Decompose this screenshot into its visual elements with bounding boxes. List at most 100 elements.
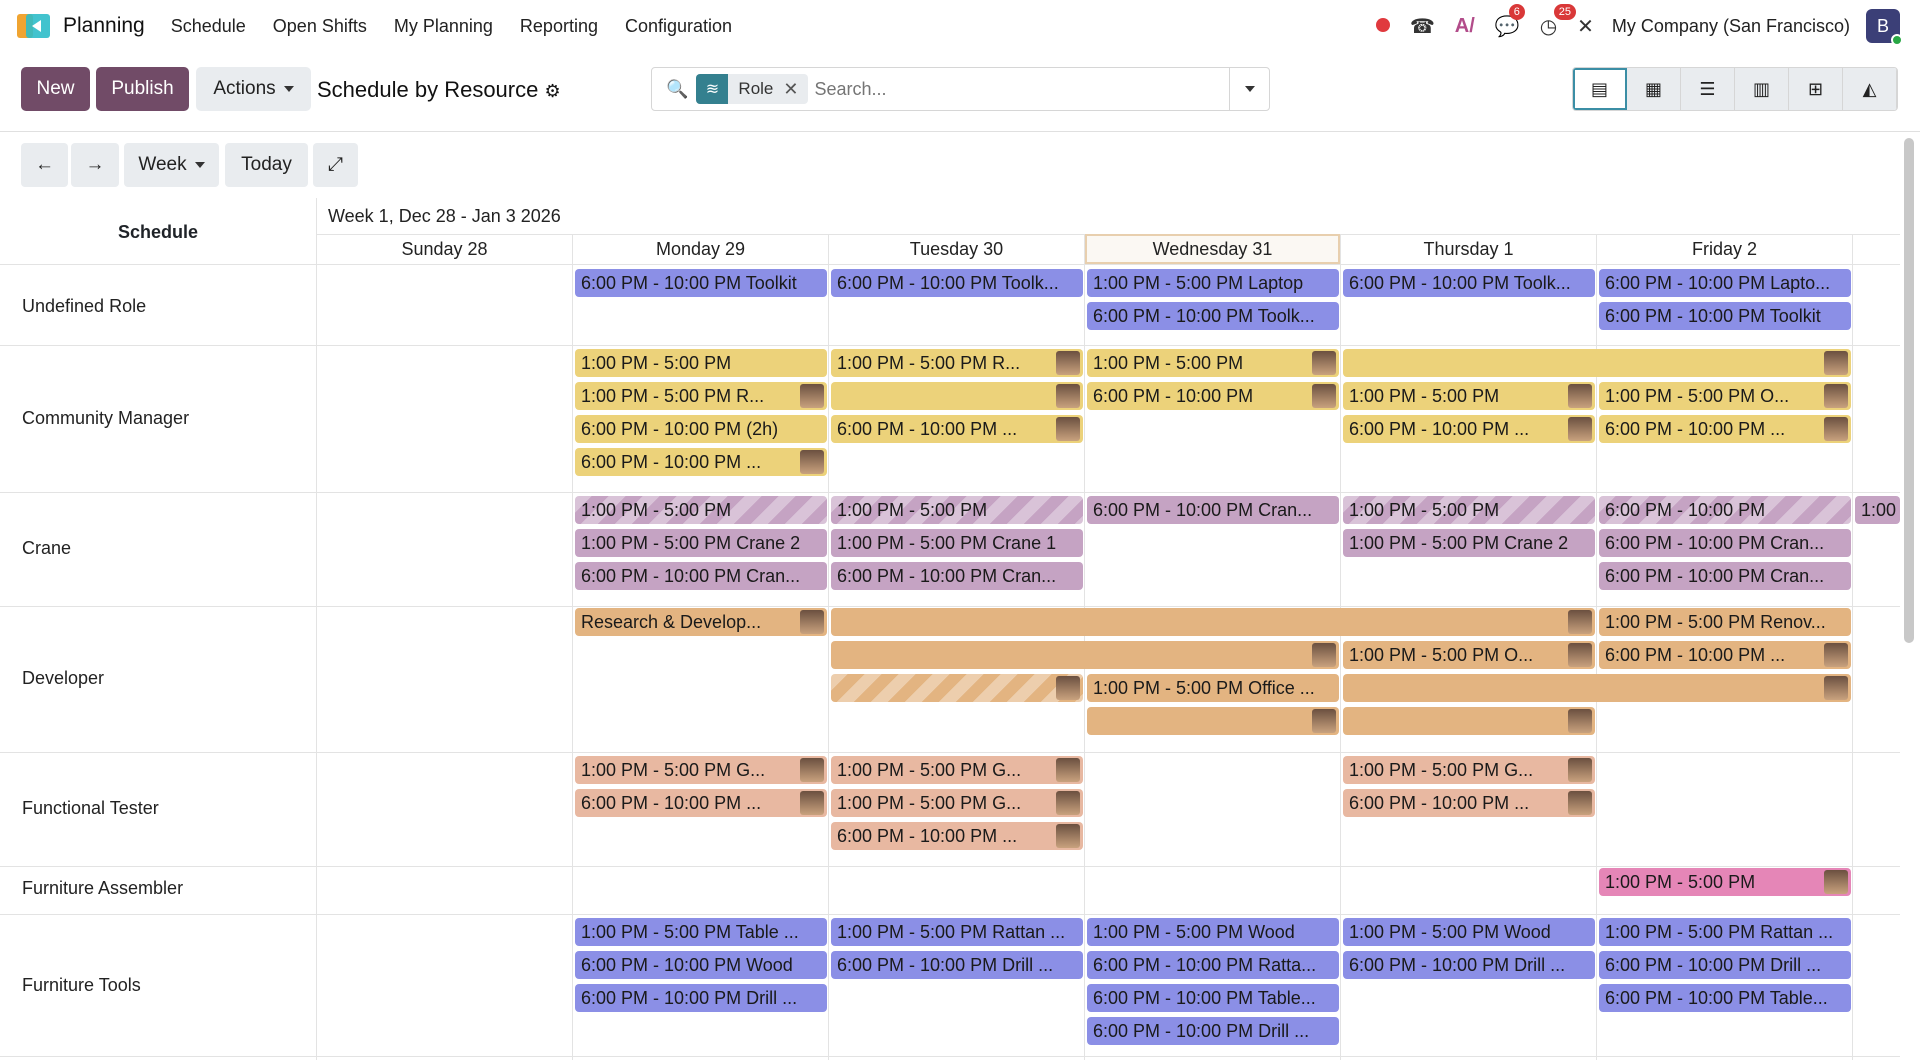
shift-pill[interactable]: 1:00 PM - 5:00 PM Rattan ... [831, 918, 1083, 946]
shift-pill[interactable]: 1:00 PM - 5:00 PM [575, 496, 827, 524]
calendar-view-icon[interactable]: ▦ [1627, 68, 1681, 110]
shift-pill[interactable]: 1:00 PM - 5:00 PM [1087, 349, 1339, 377]
shift-pill[interactable]: 6:00 PM - 10:00 PM Cran... [1599, 529, 1851, 557]
menu-schedule[interactable]: Schedule [170, 15, 246, 36]
gantt-view-icon[interactable]: ▤ [1573, 68, 1627, 110]
record-icon[interactable] [1375, 15, 1390, 38]
shift-pill[interactable]: 6:00 PM - 10:00 PM Cran... [831, 562, 1083, 590]
row-label[interactable]: Undefined Role [22, 296, 147, 316]
shift-pill[interactable] [831, 608, 1595, 636]
shift-pill[interactable]: 1:00 [1855, 496, 1900, 524]
shift-pill[interactable]: 6:00 PM - 10:00 PM Lapto... [1599, 269, 1851, 297]
menu-my-planning[interactable]: My Planning [393, 15, 493, 36]
shift-pill[interactable]: 6:00 PM - 10:00 PM Drill ... [575, 984, 827, 1012]
shift-pill[interactable]: 6:00 PM - 10:00 PM ... [831, 822, 1083, 850]
row-label[interactable]: Community Manager [22, 408, 190, 428]
shift-pill[interactable] [831, 641, 1339, 669]
row-label[interactable]: Developer [22, 668, 105, 688]
shift-pill[interactable]: 1:00 PM - 5:00 PM Wood [1087, 918, 1339, 946]
pivot-view-icon[interactable]: ⊞ [1789, 68, 1843, 110]
search-options-toggle[interactable] [1229, 68, 1269, 110]
shift-pill[interactable]: 6:00 PM - 10:00 PM Toolkit [575, 269, 827, 297]
messages-icon[interactable]: 💬 6 [1495, 3, 1525, 39]
menu-reporting[interactable]: Reporting [519, 15, 598, 36]
shift-pill[interactable]: 6:00 PM - 10:00 PM Drill ... [1343, 951, 1595, 979]
next-button[interactable]: → [71, 143, 119, 187]
shift-pill[interactable] [831, 382, 1083, 410]
shift-pill[interactable]: 1:00 PM - 5:00 PM O... [1343, 641, 1595, 669]
shift-pill[interactable]: 6:00 PM - 10:00 PM Toolk... [1087, 302, 1339, 330]
shift-pill[interactable]: 1:00 PM - 5:00 PM R... [831, 349, 1083, 377]
app-name[interactable]: Planning [63, 14, 145, 37]
today-button[interactable]: Today [225, 143, 308, 187]
shift-pill[interactable]: 1:00 PM - 5:00 PM Laptop [1087, 269, 1339, 297]
tools-icon[interactable]: ✕ [1577, 15, 1594, 38]
row-label[interactable]: Furniture Assembler [22, 878, 184, 898]
phone-icon[interactable]: ☎ [1409, 15, 1435, 38]
shift-pill[interactable]: 6:00 PM - 10:00 PM Toolkit [1599, 302, 1851, 330]
gear-icon[interactable]: ⚙ [544, 81, 561, 101]
shift-pill[interactable]: 6:00 PM - 10:00 PM [1087, 382, 1339, 410]
actions-dropdown[interactable]: Actions [196, 67, 311, 111]
shift-pill[interactable]: 6:00 PM - 10:00 PM Toolk... [1343, 269, 1595, 297]
shift-pill[interactable]: 6:00 PM - 10:00 PM Table... [1599, 984, 1851, 1012]
shift-pill[interactable]: 1:00 PM - 5:00 PM [1599, 868, 1851, 896]
shift-pill[interactable]: 1:00 PM - 5:00 PM Office ... [1087, 674, 1339, 702]
row-label[interactable]: Furniture Tools [22, 975, 141, 995]
shift-pill[interactable]: 6:00 PM - 10:00 PM Cran... [575, 562, 827, 590]
shift-pill[interactable]: 1:00 PM - 5:00 PM [1343, 382, 1595, 410]
shift-pill[interactable]: 1:00 PM - 5:00 PM [1343, 496, 1595, 524]
shift-pill[interactable] [1343, 674, 1851, 702]
shift-pill[interactable]: 1:00 PM - 5:00 PM O... [1599, 382, 1851, 410]
shift-pill[interactable] [1343, 349, 1851, 377]
shift-pill[interactable]: 1:00 PM - 5:00 PM G... [831, 756, 1083, 784]
publish-button[interactable]: Publish [96, 67, 189, 111]
shift-pill[interactable] [1087, 707, 1339, 735]
shift-pill[interactable]: 6:00 PM - 10:00 PM Toolk... [831, 269, 1083, 297]
expand-icon[interactable]: ⤢ [313, 143, 358, 187]
shift-pill[interactable]: 1:00 PM - 5:00 PM [575, 349, 827, 377]
facet-remove-icon[interactable]: ✕ [783, 78, 799, 99]
menu-configuration[interactable]: Configuration [624, 15, 733, 36]
kanban-view-icon[interactable]: ▥ [1735, 68, 1789, 110]
shift-pill[interactable]: 6:00 PM - 10:00 PM Cran... [1087, 496, 1339, 524]
shift-pill[interactable]: 6:00 PM - 10:00 PM [1599, 496, 1851, 524]
shift-pill[interactable]: 6:00 PM - 10:00 PM ... [1599, 415, 1851, 443]
shift-pill[interactable] [1343, 707, 1595, 735]
company-switcher[interactable]: My Company (San Francisco) [1611, 15, 1850, 36]
shift-pill[interactable]: 6:00 PM - 10:00 PM Cran... [1599, 562, 1851, 590]
search-input[interactable] [814, 78, 1205, 100]
shift-pill[interactable]: 1:00 PM - 5:00 PM G... [575, 756, 827, 784]
ai-icon[interactable]: A/ [1454, 14, 1475, 37]
shift-pill[interactable]: 6:00 PM - 10:00 PM Drill ... [1087, 1017, 1339, 1045]
shift-pill[interactable]: 6:00 PM - 10:00 PM Table... [1087, 984, 1339, 1012]
menu-open-shifts[interactable]: Open Shifts [272, 15, 367, 36]
graph-view-icon[interactable]: ◭ [1843, 68, 1897, 110]
row-label[interactable]: Crane [22, 538, 72, 558]
shift-pill[interactable]: 1:00 PM - 5:00 PM Rattan ... [1599, 918, 1851, 946]
shift-pill[interactable] [831, 674, 1083, 702]
previous-button[interactable]: ← [21, 143, 68, 187]
search-icon[interactable]: 🔍 [666, 78, 689, 99]
shift-pill[interactable]: 6:00 PM - 10:00 PM ... [1599, 641, 1851, 669]
vertical-scrollbar[interactable] [1904, 138, 1914, 643]
activities-icon[interactable]: ◷ 25 [1540, 3, 1576, 39]
shift-pill[interactable]: 1:00 PM - 5:00 PM G... [831, 789, 1083, 817]
shift-pill[interactable]: 1:00 PM - 5:00 PM Wood [1343, 918, 1595, 946]
new-button[interactable]: New [21, 67, 90, 111]
shift-pill[interactable]: 1:00 PM - 5:00 PM Table ... [575, 918, 827, 946]
list-view-icon[interactable]: ☰ [1681, 68, 1735, 110]
shift-pill[interactable]: 1:00 PM - 5:00 PM Crane 1 [831, 529, 1083, 557]
shift-pill[interactable]: 6:00 PM - 10:00 PM Drill ... [831, 951, 1083, 979]
shift-pill[interactable]: 1:00 PM - 5:00 PM G... [1343, 756, 1595, 784]
shift-pill[interactable]: 6:00 PM - 10:00 PM ... [1343, 789, 1595, 817]
shift-pill[interactable]: 6:00 PM - 10:00 PM ... [575, 448, 827, 476]
shift-pill[interactable]: 1:00 PM - 5:00 PM R... [575, 382, 827, 410]
shift-pill[interactable]: 6:00 PM - 10:00 PM Wood [575, 951, 827, 979]
shift-pill[interactable]: 6:00 PM - 10:00 PM Ratta... [1087, 951, 1339, 979]
scale-dropdown[interactable]: Week [124, 143, 219, 187]
shift-pill[interactable]: 1:00 PM - 5:00 PM [831, 496, 1083, 524]
shift-pill[interactable]: 1:00 PM - 5:00 PM Crane 2 [575, 529, 827, 557]
shift-pill[interactable]: 6:00 PM - 10:00 PM ... [575, 789, 827, 817]
shift-pill[interactable]: 6:00 PM - 10:00 PM ... [1343, 415, 1595, 443]
